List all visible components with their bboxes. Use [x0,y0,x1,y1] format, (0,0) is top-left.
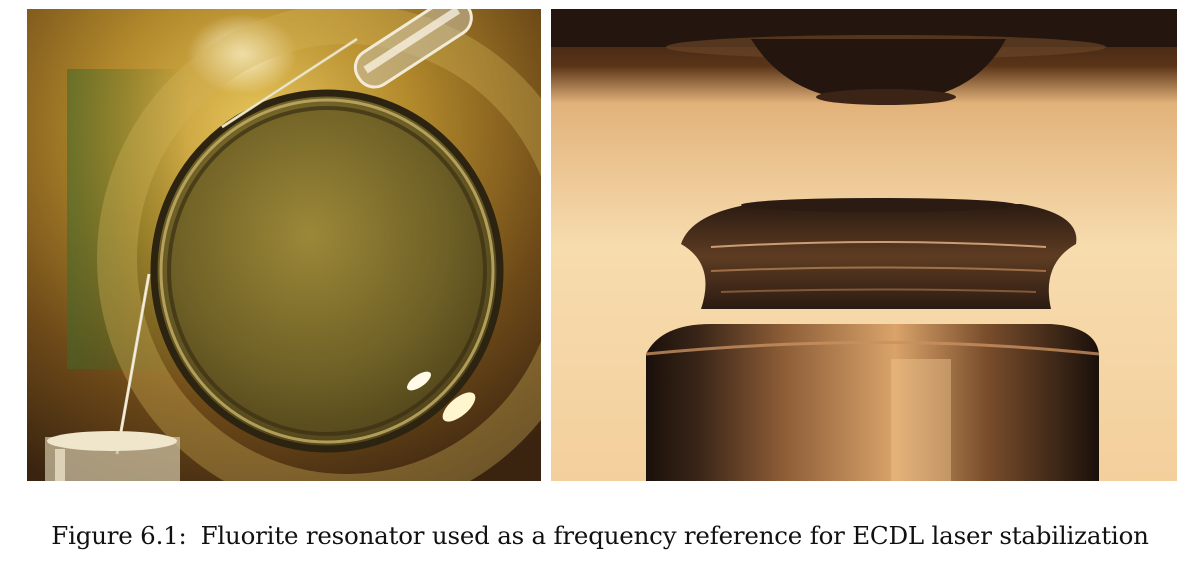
figure-label: Figure 6.1: [51,521,187,550]
figure-caption-text: Fluorite resonator used as a frequency r… [200,521,1149,550]
figure-caption: Figure 6.1: Fluorite resonator used as a … [0,521,1200,550]
resonator-top-view-photo [27,9,541,481]
resonator-side-view-photo [551,9,1177,481]
resonator-side-view-image [551,9,1177,481]
resonator-top-view-image [27,9,541,481]
